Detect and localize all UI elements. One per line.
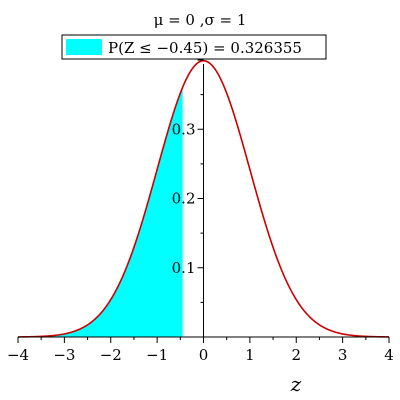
legend-frame — [61, 34, 327, 60]
x-tick-label: 4 — [384, 346, 394, 364]
x-axis-label: z — [290, 372, 302, 396]
legend: P(Z ≤ −0.45) = 0.326355 — [61, 34, 327, 60]
chart-title: μ = 0 ,σ = 1 — [154, 11, 247, 29]
shaded-area — [18, 87, 183, 337]
shaded-area-layer — [18, 87, 183, 337]
y-tick-label: 0.3 — [172, 120, 196, 138]
y-tick-label: 0.2 — [172, 190, 196, 208]
x-tick-label: 3 — [338, 346, 348, 364]
legend-label: P(Z ≤ −0.45) = 0.326355 — [108, 39, 302, 57]
axes-layer: −4 −3 −2 −1 0 1 2 3 4 0.1 0.2 0.3 — [7, 59, 394, 364]
y-tick-label: 0.1 — [172, 259, 196, 277]
x-tick-label: 2 — [291, 346, 301, 364]
x-tick-label: 0 — [199, 346, 209, 364]
x-tick-label: 1 — [245, 346, 255, 364]
x-tick-label: −3 — [53, 346, 75, 364]
x-tick-label: −4 — [7, 346, 29, 364]
x-tick-label: −2 — [100, 346, 122, 364]
curve-layer — [17, 59, 390, 338]
density-curve — [17, 59, 390, 338]
legend-swatch — [66, 39, 102, 55]
x-tick-label: −1 — [146, 346, 168, 364]
